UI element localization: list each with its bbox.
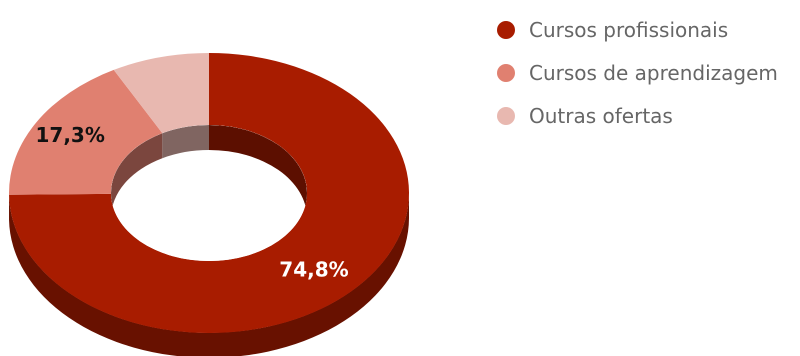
slice-2[interactable] bbox=[113, 53, 209, 134]
slice-inner-wall-1-0 bbox=[111, 133, 163, 218]
data-label-1: 17,3% bbox=[36, 123, 105, 147]
legend-label: Cursos profissionais bbox=[529, 17, 729, 42]
slice-0[interactable] bbox=[9, 53, 410, 333]
legend-item-cursos-profissionais[interactable]: Cursos profissionais bbox=[497, 8, 778, 51]
slice-inner-wall-2-0 bbox=[162, 125, 209, 159]
legend-item-outras-ofertas[interactable]: Outras ofertas bbox=[497, 94, 778, 137]
chart-legend: Cursos profissionais Cursos de aprendiza… bbox=[497, 8, 778, 137]
slice-inner-wall-0-0 bbox=[209, 125, 307, 218]
slice-outer-wall-0 bbox=[9, 193, 409, 356]
slice-1[interactable] bbox=[9, 69, 163, 195]
legend-item-cursos-de-aprendizagem[interactable]: Cursos de aprendizagem bbox=[497, 51, 778, 94]
data-label-0: 74,8% bbox=[279, 258, 348, 282]
legend-swatch-0 bbox=[497, 20, 515, 39]
legend-swatch-1 bbox=[497, 63, 515, 82]
legend-label: Cursos de aprendizagem bbox=[529, 60, 778, 85]
legend-swatch-2 bbox=[497, 106, 515, 125]
legend-label: Outras ofertas bbox=[529, 103, 673, 128]
